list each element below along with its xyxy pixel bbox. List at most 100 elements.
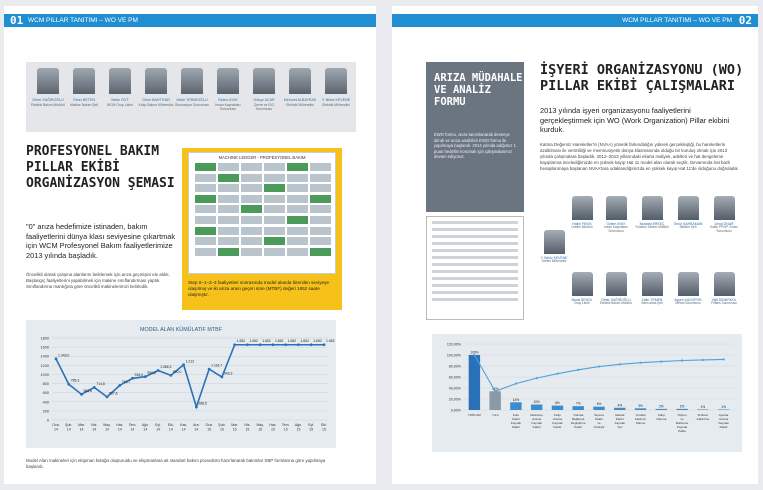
portrait-photo <box>145 68 167 94</box>
x-tick-label: Akarak <box>615 413 625 417</box>
team-member: Ömer SAĞIROĞLU Elektrik Bakım Müdürü <box>30 68 66 107</box>
x-tick-label: Kaldır <box>595 417 603 421</box>
x-tick-label: Kaynak <box>511 421 522 425</box>
x-tick-label: 15 <box>233 428 237 432</box>
data-label: 1.652 <box>300 339 309 343</box>
bar <box>655 408 668 410</box>
member-role: Elektrik Mühendisi <box>322 102 350 107</box>
member-name: Murat ŞENOL <box>571 298 593 302</box>
x-tick-label: Degiştirme <box>571 421 586 425</box>
member-name: Ömer BETEN <box>73 98 95 102</box>
x-tick-label: 14 <box>194 428 198 432</box>
cumulative-point <box>577 368 580 371</box>
team-member: Özlem AYAY İnsan Kaynakları Sorumlusu <box>210 68 246 111</box>
x-tick-label: Tutmak <box>573 413 584 417</box>
y-tick-label: 120,00% <box>447 343 462 347</box>
lead-paragraph-right: 2013 yılında işyeri organizasyonu faaliy… <box>540 106 730 135</box>
x-tick-label: Mar. <box>231 423 238 427</box>
data-point <box>143 375 147 379</box>
bar-value-label: 100% <box>470 351 478 355</box>
x-tick-label: Haz. <box>116 423 123 427</box>
data-point <box>92 386 96 389</box>
x-tick-label: 14 <box>143 428 147 432</box>
sidebar-panel <box>426 62 524 212</box>
nvaa-chart-panel: 0,00% 20,00% 40,00% 60,00% 80,00% 100,00% 120,… <box>432 334 742 452</box>
x-tick-label: Eki. <box>321 423 327 427</box>
data-label: 1.116,7 <box>211 364 222 368</box>
x-tick-label: Kaldır <box>533 425 541 429</box>
data-point <box>131 376 134 380</box>
cumulative-point <box>660 360 663 363</box>
member-name: Ömer SAĞIROĞLU <box>601 298 631 302</box>
x-tick-label: 15 <box>207 428 211 432</box>
team-member: Metin TERMİOĞLU Otomasyon Sorumlusu <box>174 68 210 107</box>
bar-value-label: 2% <box>680 404 685 408</box>
x-tick-label: Ayarlar <box>719 413 729 417</box>
y-tick-label: 0 <box>47 419 49 423</box>
team-member: Umut ÖNAR Kalite PP/SP Grubu Sorumlusu <box>706 196 742 234</box>
member-name: Yiğit DEMİRKOL <box>711 298 737 302</box>
member-name: Y. Birkiz KEVENE <box>540 256 568 260</box>
data-label: 1.343,0 <box>58 353 69 357</box>
lead-paragraph: "0" arıza hedefimize istinaden, bakım fa… <box>26 222 176 260</box>
cumulative-point <box>597 365 601 368</box>
y-tick-label: 600 <box>43 391 49 395</box>
x-tick-label: 14 <box>80 428 84 432</box>
x-tick-label: Kaynak <box>718 421 729 425</box>
x-tick-label: 15 <box>271 428 275 432</box>
x-tick-label: Tem. <box>282 423 290 427</box>
team-member: Ömer BETEN Makine Bakım Şefi <box>66 68 102 107</box>
x-tick-label: Oca. <box>205 423 212 427</box>
member-name: Mehmet ALBAYRAK <box>283 98 317 102</box>
x-tick-label: Tem. <box>129 423 137 427</box>
x-tick-label: 14 <box>54 428 58 432</box>
machine-ledger-board: MACHINE LEDGER - PROFESYONEL BAKIM <box>188 152 336 274</box>
portrait-photo <box>677 272 699 296</box>
member-role: İnsan Kaynakları Sorumlusu <box>604 225 628 233</box>
x-tick-label: Oca. <box>52 423 59 427</box>
x-tick-label: Şub. <box>218 423 225 427</box>
member-role: Makine Bakım Şefi <box>69 102 99 107</box>
member-role: Birlikler Şefi <box>679 225 697 230</box>
y-tick-label: 1600 <box>41 346 49 350</box>
member-role: Kalite PP/SP Grubu Sorumlusu <box>710 225 738 233</box>
data-point <box>169 373 173 377</box>
chart-title: MODEL ALAN KÜMÜLATİF MTBF <box>140 326 223 333</box>
x-tick-label: Malzeme <box>530 413 543 417</box>
cumulative-point <box>514 382 518 385</box>
x-tick-label: 14 <box>169 428 173 432</box>
data-label: 785,3 <box>71 379 80 383</box>
sidebar-text: EWO formu, arıza tanımlanarak deveeye al… <box>434 132 516 160</box>
x-tick-label: 14 <box>118 428 122 432</box>
data-point <box>118 383 122 387</box>
data-label: 760,7 <box>122 380 131 384</box>
x-tick-label: Ağu. <box>142 423 149 427</box>
cumulative-point <box>473 353 476 357</box>
portrait-photo <box>217 68 239 94</box>
bar <box>510 402 522 410</box>
series-line <box>55 343 324 410</box>
section-title-right: İŞYERİ ORGANİZASYONU (WO) PILLAR EKİBİ Ç… <box>540 62 744 94</box>
x-tick-label: Kaldır <box>574 425 582 429</box>
x-tick-label: 15 <box>322 428 326 432</box>
x-tick-label: 14 <box>105 428 109 432</box>
data-point <box>207 367 211 371</box>
x-tick-label: Eyl. <box>155 423 161 427</box>
data-label: 1.652 <box>237 339 246 343</box>
data-point <box>67 382 71 386</box>
x-tick-label: 14 <box>131 428 135 432</box>
x-tick-label: Kaldır <box>720 425 728 429</box>
bar <box>593 406 605 410</box>
data-label: 980,0 <box>173 370 182 374</box>
x-tick-label: Kaldırma <box>697 417 710 421</box>
x-tick-label: Kaynak <box>677 425 688 429</box>
x-tick-label: Nis. <box>244 423 250 427</box>
x-tick-label: Kaldır <box>616 417 624 421</box>
x-tick-label: Kutu <box>513 413 520 417</box>
member-role: Elektrik Bakım Müdürü <box>30 102 66 107</box>
bar <box>489 391 501 410</box>
y-tick-label: 100,00% <box>447 354 462 358</box>
portrait-photo <box>253 68 275 94</box>
x-tick-label: Malzeme <box>676 421 689 425</box>
data-label: 1.086,3 <box>160 365 171 369</box>
